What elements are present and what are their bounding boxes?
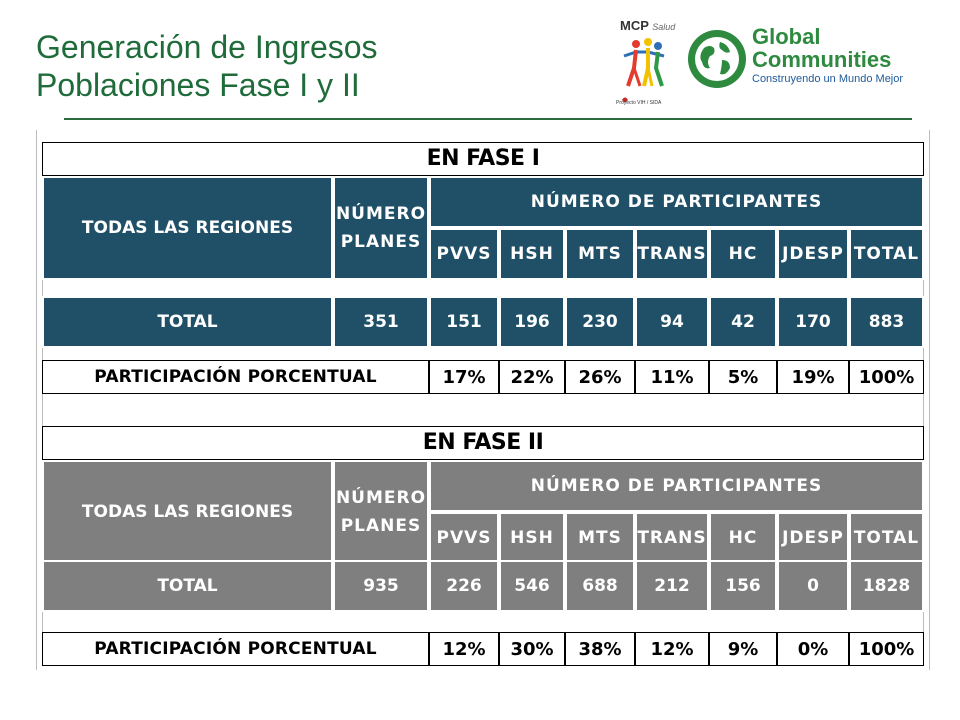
mcp-logo-footer: Proyecto VIH / SIDA xyxy=(616,100,662,106)
num-planes-line2: PLANES xyxy=(340,516,422,536)
phase1-percent-row: PARTICIPACIÓN PORCENTUAL 17% 22% 26% 11%… xyxy=(42,360,924,394)
phase1-col-total: TOTAL xyxy=(849,228,924,280)
phase2-header: TODAS LAS REGIONES NÚMERO PLANES NÚMERO … xyxy=(42,460,924,564)
phase1-col-trans: TRANS xyxy=(635,228,709,280)
phase2-total-planes: 935 xyxy=(333,560,429,612)
phase1-total-hsh: 196 xyxy=(499,296,565,348)
phase2-col-hsh: HSH xyxy=(499,512,565,564)
phase2-pct-jdesp: 0% xyxy=(777,632,849,666)
phase2-pct-pvvs: 12% xyxy=(429,632,499,666)
phase2-col-jdesp: JDESP xyxy=(777,512,849,564)
phase1-total-mts: 230 xyxy=(565,296,635,348)
phase2-title: EN FASE II xyxy=(42,426,924,460)
slide-title: Generación de Ingresos Poblaciones Fase … xyxy=(36,28,378,104)
phase2-total-hc: 156 xyxy=(709,560,777,612)
phase1-pct-trans: 11% xyxy=(635,360,709,394)
phase1-total-jdesp: 170 xyxy=(777,296,849,348)
phase2-col-hc: HC xyxy=(709,512,777,564)
phase2-col-pvvs: PVVS xyxy=(429,512,499,564)
phase2-col-trans: TRANS xyxy=(635,512,709,564)
phase1-col-pvvs: PVVS xyxy=(429,228,499,280)
title-line-1: Generación de Ingresos xyxy=(36,29,378,65)
phase2-total-row: TOTAL 935 226 546 688 212 156 0 1828 xyxy=(42,560,924,612)
phase1-pct-pvvs: 17% xyxy=(429,360,499,394)
phase2-total-label: TOTAL xyxy=(42,560,333,612)
globe-icon xyxy=(688,30,746,88)
phase2-pct-mts: 38% xyxy=(565,632,635,666)
title-divider xyxy=(64,118,912,120)
gc-logo-tagline: Construyendo un Mundo Mejor xyxy=(752,73,904,85)
phase2-total-trans: 212 xyxy=(635,560,709,612)
phase1-pct-hc: 5% xyxy=(709,360,777,394)
phase1-header: TODAS LAS REGIONES NÚMERO PLANES NÚMERO … xyxy=(42,176,924,280)
num-planes-line1: NÚMERO xyxy=(335,204,427,224)
table-frame xyxy=(36,130,930,670)
phase1-col-mts: MTS xyxy=(565,228,635,280)
num-planes-line1: NÚMERO xyxy=(335,488,427,508)
title-line-2: Poblaciones Fase I y II xyxy=(36,67,360,103)
phase1-num-planes-header: NÚMERO PLANES xyxy=(333,176,429,280)
phase1-title: EN FASE I xyxy=(42,142,924,176)
global-communities-logo: Global Communities Construyendo un Mundo… xyxy=(752,26,903,86)
phase1-total-hc: 42 xyxy=(709,296,777,348)
phase2-total-pvvs: 226 xyxy=(429,560,499,612)
phase2-col-total: TOTAL xyxy=(849,512,924,564)
phase2-num-planes-header: NÚMERO PLANES xyxy=(333,460,429,564)
phase1-total-row: TOTAL 351 151 196 230 94 42 170 883 xyxy=(42,296,924,348)
num-planes-line2: PLANES xyxy=(340,232,422,252)
phase1-pct-mts: 26% xyxy=(565,360,635,394)
phase2-total-hsh: 546 xyxy=(499,560,565,612)
phase1-total-pvvs: 151 xyxy=(429,296,499,348)
phase2-region-header: TODAS LAS REGIONES xyxy=(42,460,333,564)
phase2-percent-label: PARTICIPACIÓN PORCENTUAL xyxy=(42,632,429,666)
phase1-total-total: 883 xyxy=(849,296,924,348)
phase1-total-trans: 94 xyxy=(635,296,709,348)
phase1-num-participantes-header: NÚMERO DE PARTICIPANTES xyxy=(429,176,924,228)
mcp-logo: MCP Salud Proyecto VIH / SIDA xyxy=(614,16,678,112)
phase1-total-label: TOTAL xyxy=(42,296,333,348)
phase2-total-mts: 688 xyxy=(565,560,635,612)
mcp-logo-name: MCP xyxy=(620,18,649,33)
gc-logo-line2: Communities xyxy=(752,47,892,72)
mcp-logo-tagline: Salud xyxy=(652,22,676,32)
phase2-pct-trans: 12% xyxy=(635,632,709,666)
phase1-region-header: TODAS LAS REGIONES xyxy=(42,176,333,280)
phase1-pct-hsh: 22% xyxy=(499,360,565,394)
phase2-percent-row: PARTICIPACIÓN PORCENTUAL 12% 30% 38% 12%… xyxy=(42,632,924,666)
phase1-col-hc: HC xyxy=(709,228,777,280)
phase1-pct-total: 100% xyxy=(849,360,924,394)
phase1-total-planes: 351 xyxy=(333,296,429,348)
mcp-figures-icon xyxy=(622,38,665,102)
phase2-pct-hc: 9% xyxy=(709,632,777,666)
phase1-percent-label: PARTICIPACIÓN PORCENTUAL xyxy=(42,360,429,394)
phase2-num-participantes-header: NÚMERO DE PARTICIPANTES xyxy=(429,460,924,512)
phase1-col-jdesp: JDESP xyxy=(777,228,849,280)
gc-logo-line1: Global xyxy=(752,24,821,49)
phase1-pct-jdesp: 19% xyxy=(777,360,849,394)
phase2-pct-total: 100% xyxy=(849,632,924,666)
phase2-pct-hsh: 30% xyxy=(499,632,565,666)
phase2-total-jdesp: 0 xyxy=(777,560,849,612)
phase1-col-hsh: HSH xyxy=(499,228,565,280)
phase2-total-total: 1828 xyxy=(849,560,924,612)
phase2-col-mts: MTS xyxy=(565,512,635,564)
